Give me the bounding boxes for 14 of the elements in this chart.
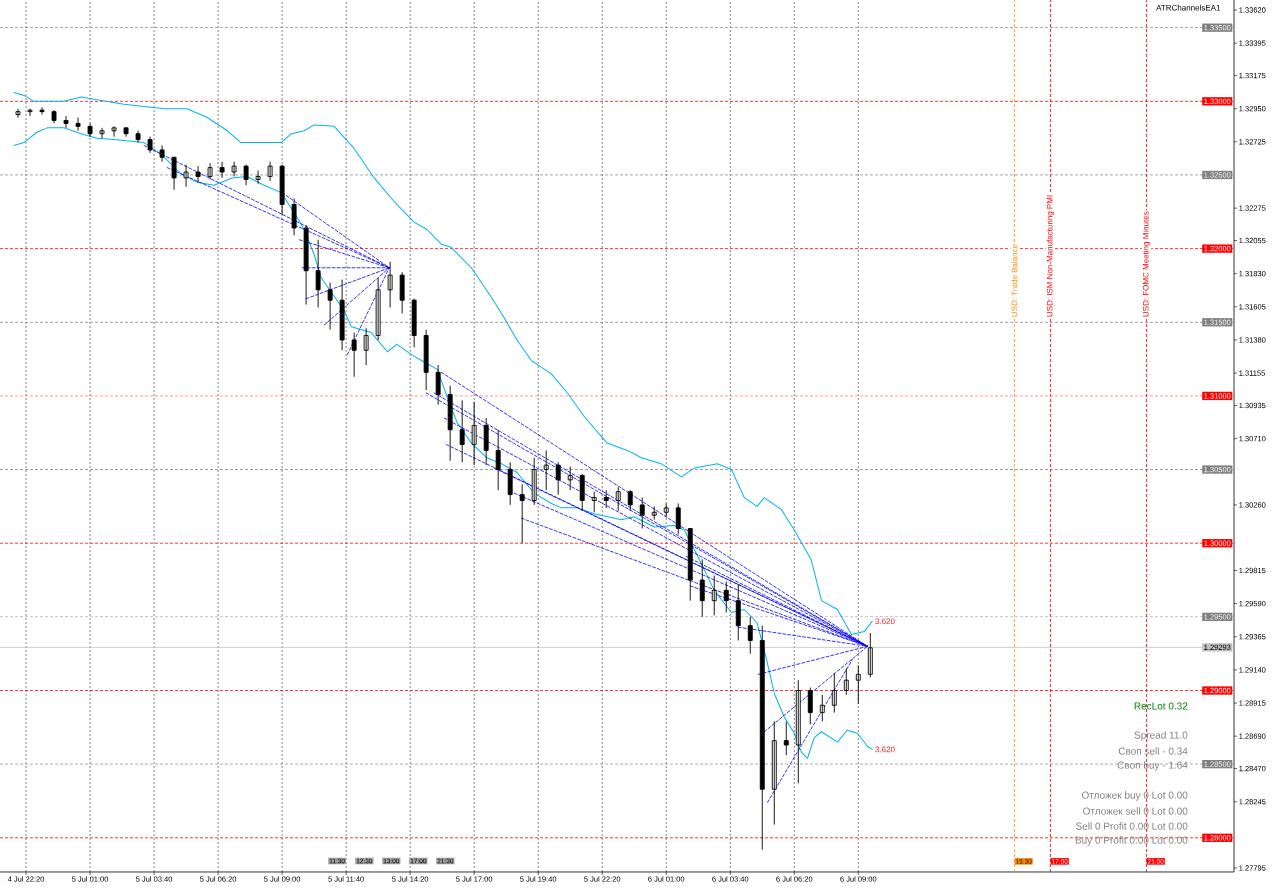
annotation: Buy 0 Profit 0.00 Lot 0.00 (1075, 836, 1188, 846)
annotation: 3.620 (875, 618, 895, 625)
ref-line-label: USD: Trade Balance (1011, 244, 1018, 317)
ref-line-label: USD: ISM Non-Manufacturing PMI (1046, 195, 1055, 317)
annotation: Отложек sell 0 Lot 0.00 (1083, 807, 1188, 815)
annotation: RecLot 0.32 (1134, 702, 1188, 710)
annotation: Своп buy - 1.64 (1117, 761, 1188, 771)
chart-title: ATRChannelsEA1 (1156, 4, 1221, 11)
ref-line-label: USD: FOMC Meeting Minutes (1142, 211, 1151, 317)
annotation: Отложек buy 0 Lot 0.00 (1081, 791, 1188, 801)
annotation: 3.620 (875, 746, 895, 753)
annotation: Sell 0 Profit 0.00 Lot 0.00 (1075, 822, 1188, 830)
annotation: Spread 11.0 (1134, 731, 1188, 741)
annotation: Своп sell - 0.34 (1118, 747, 1188, 755)
